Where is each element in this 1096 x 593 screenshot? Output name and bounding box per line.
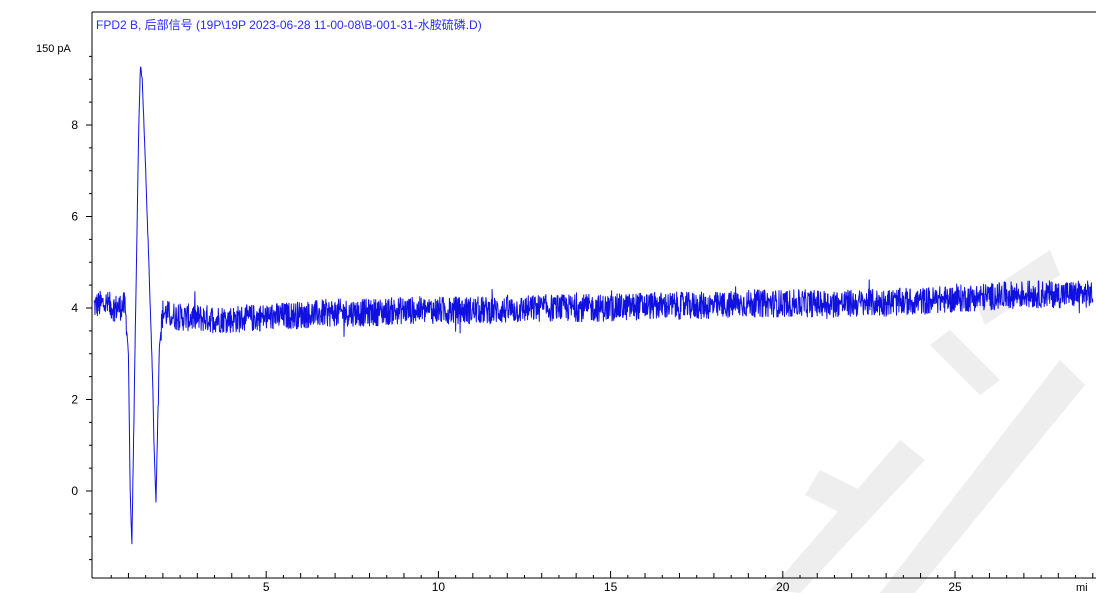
y-tick-label: 8 xyxy=(71,118,78,132)
chart-title: FPD2 B, 后部信号 (19P\19P 2023-06-28 11-00-0… xyxy=(96,17,482,32)
y-axis-ticks: 0 2 4 6 8 xyxy=(71,55,92,561)
x-unit-label: mi xyxy=(1076,582,1088,593)
y-unit-label: 150 pA xyxy=(36,43,72,55)
x-tick-label: 15 xyxy=(604,580,618,593)
y-tick-label: 2 xyxy=(71,393,78,407)
x-axis-ticks: 5 10 15 20 25 xyxy=(110,571,1094,593)
x-tick-label: 10 xyxy=(432,580,446,593)
x-tick-label: 25 xyxy=(948,580,962,593)
y-tick-label: 6 xyxy=(71,210,78,224)
signal-trace xyxy=(93,66,1094,545)
y-tick-label: 4 xyxy=(71,301,78,315)
watermark xyxy=(770,250,1085,593)
x-tick-label: 20 xyxy=(776,580,790,593)
x-tick-label: 5 xyxy=(263,580,270,593)
y-tick-label: 0 xyxy=(71,484,78,498)
